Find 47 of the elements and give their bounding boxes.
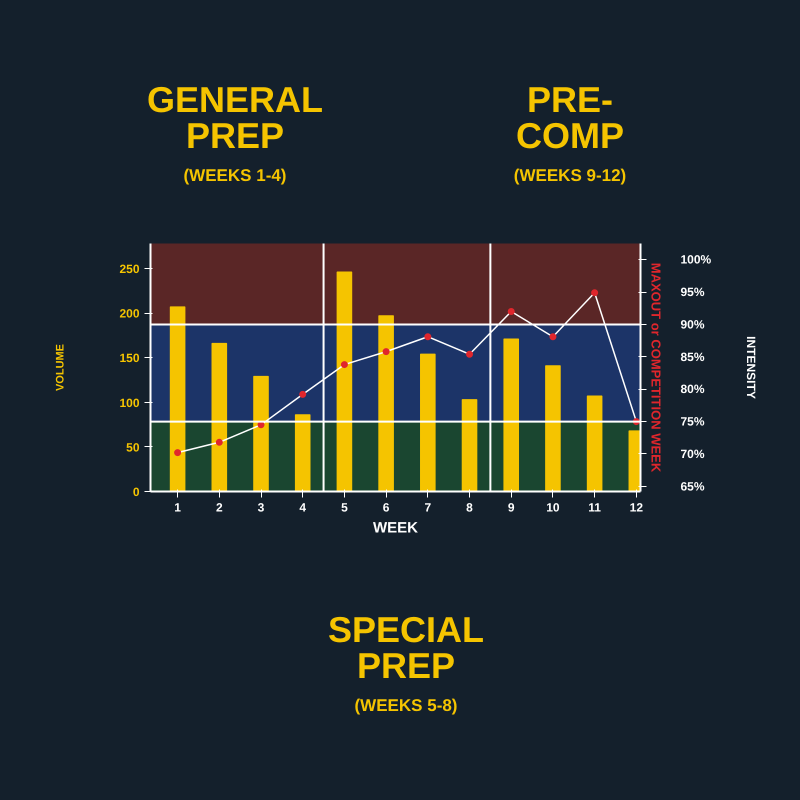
x-tick-label: 10 bbox=[546, 500, 560, 514]
bar bbox=[336, 272, 352, 492]
y2-tick-label: 65% bbox=[680, 479, 705, 494]
x-tick-label: 4 bbox=[299, 500, 306, 514]
y-axis-title: VOLUME bbox=[54, 344, 66, 392]
x-axis-title: WEEK bbox=[373, 520, 418, 536]
x-tick-label: 11 bbox=[588, 500, 602, 514]
x-tick-label: 1 bbox=[174, 500, 182, 514]
band-label: MAXOUT or COMPETITION WEEK bbox=[648, 262, 664, 473]
bar bbox=[545, 365, 561, 492]
bar bbox=[294, 414, 311, 492]
y-tick-label: 150 bbox=[119, 351, 140, 366]
y2-tick-label: 100% bbox=[680, 252, 712, 267]
bar bbox=[253, 376, 269, 492]
x-tick-label: 12 bbox=[630, 500, 644, 514]
x-tick-label: 9 bbox=[508, 500, 515, 514]
y-tick-label: 0 bbox=[132, 485, 140, 499]
y2-tick-label: 70% bbox=[680, 446, 705, 461]
bar bbox=[420, 354, 436, 492]
y-tick-label: 100 bbox=[119, 396, 140, 410]
text: (WEEKS 9-12) bbox=[512, 165, 628, 187]
bar bbox=[503, 338, 520, 492]
bar bbox=[586, 396, 602, 492]
y2-tick-label: 80% bbox=[680, 382, 705, 396]
text: SPECIAL PREP bbox=[326, 609, 486, 686]
x-tick-label: 7 bbox=[424, 500, 432, 514]
bar bbox=[212, 342, 228, 492]
x-tick-label: 2 bbox=[216, 500, 223, 514]
text: (WEEKS 1-4) bbox=[182, 165, 288, 187]
y-tick-label: 200 bbox=[119, 306, 140, 321]
bar bbox=[462, 399, 478, 492]
y-tick-label: 50 bbox=[126, 440, 140, 454]
x-tick-label: 5 bbox=[341, 500, 348, 514]
text: GENERAL PREP bbox=[146, 79, 324, 156]
bar bbox=[170, 306, 186, 492]
y2-tick-label: 75% bbox=[680, 414, 705, 429]
y2-tick-label: 90% bbox=[680, 317, 705, 332]
y-tick-label: 250 bbox=[119, 262, 140, 276]
y2-tick-label: 95% bbox=[680, 285, 705, 300]
x-tick-label: 6 bbox=[382, 500, 390, 514]
text: PRE- COMP bbox=[515, 79, 625, 156]
x-tick-label: 3 bbox=[258, 500, 265, 514]
y2-tick-label: 85% bbox=[680, 350, 705, 364]
y2-axis-title: INTENSITY bbox=[744, 336, 758, 399]
text: (WEEKS 5-8) bbox=[354, 695, 458, 717]
bar bbox=[378, 315, 394, 492]
x-tick-label: 8 bbox=[466, 500, 474, 514]
